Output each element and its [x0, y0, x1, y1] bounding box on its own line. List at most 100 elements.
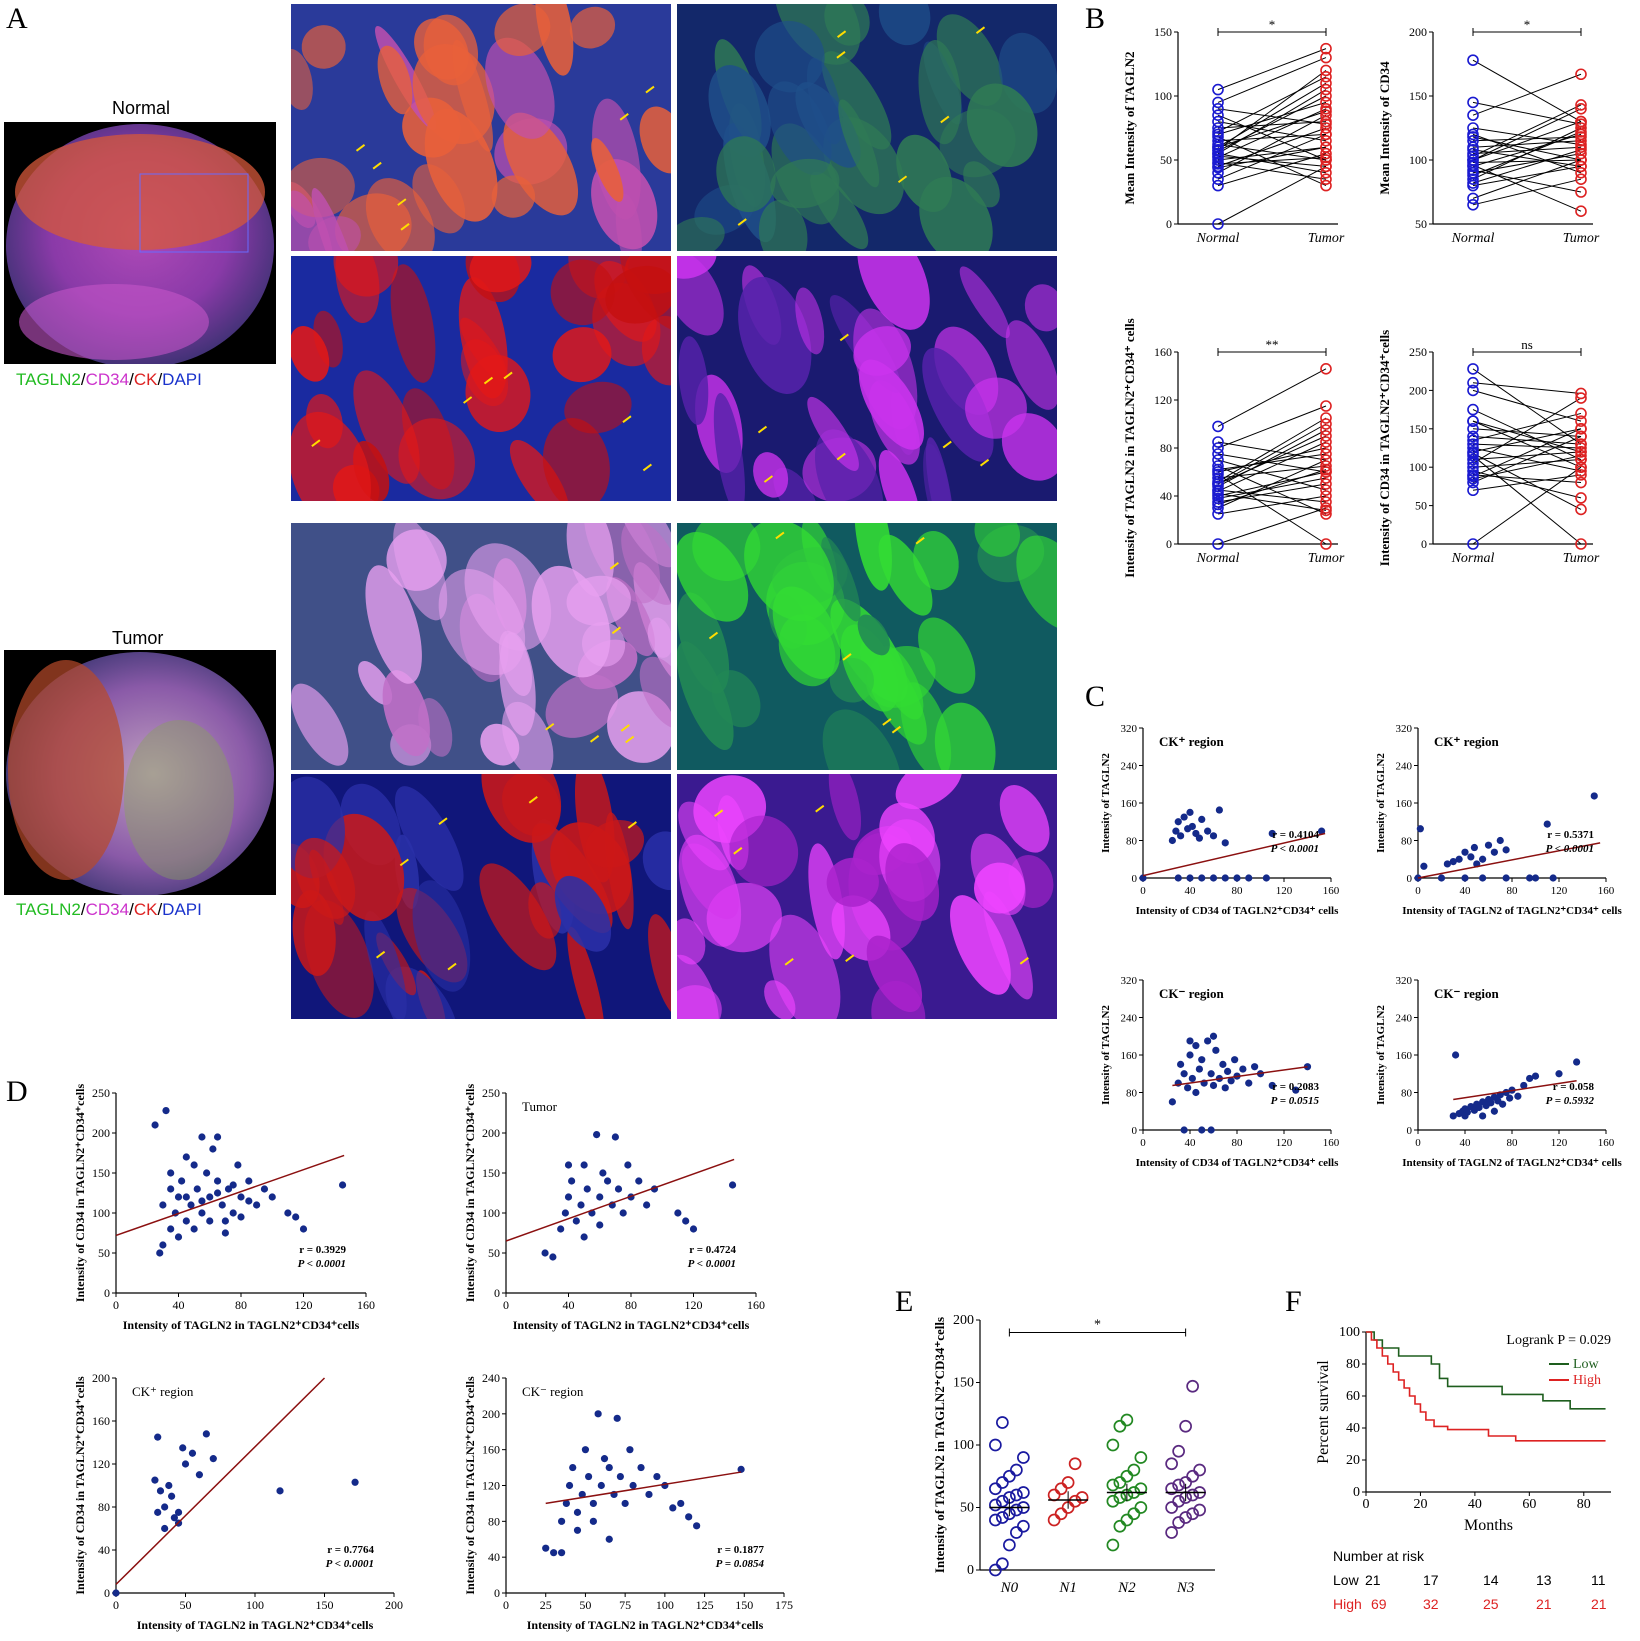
- scatter-point: [1198, 815, 1206, 824]
- group-point: [1120, 1413, 1134, 1427]
- group-point: [1113, 1519, 1127, 1533]
- y-axis-label: Intensity of CD34 in TAGLN2⁺CD34⁺cells: [73, 1084, 87, 1303]
- y-tick-label: 150: [482, 1166, 500, 1180]
- chart-title: CK⁻ region: [1159, 986, 1225, 1001]
- tumor-point: [1575, 430, 1587, 443]
- group-point: [1106, 1538, 1120, 1552]
- scatter-point: [174, 1508, 183, 1516]
- tissue-gland: [678, 336, 709, 425]
- tumor-point: [1575, 167, 1587, 179]
- tissue-gland: [713, 393, 745, 501]
- panel-letter-c: C: [1085, 680, 1106, 713]
- y-tick-label: 120: [1154, 393, 1172, 407]
- arrow-marker: [836, 452, 846, 461]
- tissue-gland: [394, 786, 464, 891]
- scatter-point: [182, 1193, 190, 1201]
- scatter-point: [193, 1185, 201, 1193]
- y-tick-label: 120: [92, 1457, 110, 1471]
- group-point: [1165, 1501, 1178, 1514]
- tissue-gland: [677, 256, 724, 336]
- pair-line: [1217, 89, 1327, 155]
- normal-point: [1212, 83, 1224, 96]
- y-tick-label: 150: [1154, 25, 1172, 39]
- group-point: [1179, 1511, 1192, 1524]
- category-label: Tumor: [1563, 551, 1600, 566]
- tissue-gland: [591, 137, 624, 202]
- tissue-gland: [738, 276, 812, 394]
- scatter-point: [167, 1169, 175, 1177]
- tissue-gland: [585, 819, 645, 868]
- y-tick-label: 80: [1401, 1088, 1413, 1100]
- x-tick-label: 80: [625, 1298, 637, 1312]
- scatter-point: [1470, 843, 1478, 852]
- y-tick-label: 80: [1160, 441, 1172, 455]
- tumor-point: [1575, 442, 1587, 454]
- tissue-gland: [838, 99, 880, 188]
- pair-line: [1217, 95, 1327, 152]
- scatter-point: [174, 1233, 183, 1241]
- scatter-point: [213, 1189, 222, 1197]
- tissue-gland: [677, 918, 706, 965]
- arrow-marker: [627, 821, 637, 829]
- stain-tagln2: TAGLN2: [16, 370, 81, 389]
- tissue-gland: [291, 49, 313, 110]
- group-point: [1120, 1469, 1134, 1483]
- tissue-gland: [641, 315, 671, 386]
- stain-dapi: DAPI: [162, 900, 202, 919]
- tissue-gland: [824, 4, 870, 46]
- tissue-gland: [923, 443, 952, 501]
- scatter-point: [1479, 874, 1487, 882]
- normal-cd34-tile: [677, 256, 1057, 501]
- pair-line: [1217, 489, 1327, 503]
- scatter-point: [1514, 1092, 1522, 1100]
- pair-line: [1217, 473, 1327, 545]
- pair-line: [1217, 477, 1327, 499]
- x-tick-label: 160: [747, 1298, 765, 1312]
- chart-title: CK⁻ region: [522, 1384, 584, 1399]
- stain-sep: /: [157, 900, 163, 919]
- scatter-point: [1484, 841, 1493, 849]
- y-tick-label: 240: [482, 1371, 500, 1385]
- tumor-point: [1320, 430, 1332, 442]
- y-tick-label: 50: [1415, 217, 1427, 231]
- tumor-point: [1575, 99, 1587, 111]
- pair-line: [1472, 470, 1582, 499]
- tissue-gland: [871, 980, 926, 1019]
- y-axis-label: Intensity of TAGLN2: [1375, 753, 1387, 853]
- arrow-marker: [528, 795, 538, 804]
- scatter-point: [1506, 1094, 1514, 1102]
- r-value: r = 0.3929: [299, 1244, 346, 1256]
- arrow-marker: [714, 809, 724, 818]
- chart-c3: 0 80 160 240 320 0 40 80 120 160 CK⁻ region r = 0.2…: [1095, 972, 1355, 1182]
- pair-line: [1217, 57, 1327, 103]
- x-tick-label: 160: [1323, 1137, 1340, 1149]
- tumor-point: [1575, 438, 1587, 450]
- scatter-point: [1479, 855, 1487, 863]
- pair-line: [1472, 73, 1582, 116]
- r-value: r = 0.4104: [1272, 829, 1319, 841]
- scatter-point: [1212, 1046, 1220, 1054]
- y-tick-label: 200: [482, 1126, 500, 1140]
- arrow-marker: [619, 112, 629, 121]
- scatter-point: [541, 1249, 549, 1257]
- scatter-point: [1543, 820, 1551, 828]
- normal-point: [1467, 143, 1479, 156]
- x-tick-label: 0: [503, 1598, 509, 1612]
- chart-b3: 0 40 80 120 160 Normal Tumor ** Intensity of TAG…: [1120, 318, 1370, 595]
- arrow-marker: [1019, 957, 1029, 965]
- scatter-point: [1479, 1112, 1487, 1120]
- chart-title: CK⁻ region: [1434, 986, 1500, 1001]
- x-tick-label: 150: [735, 1598, 753, 1612]
- normal-point: [1467, 447, 1479, 460]
- tissue-gland: [291, 326, 330, 382]
- tumor-stain-legend: TAGLN2/CD34/CK/DAPI: [16, 900, 202, 920]
- y-tick-label: 40: [98, 1543, 110, 1557]
- y-tick-label: 160: [1154, 345, 1172, 359]
- tumor-point: [1320, 70, 1332, 83]
- x-tick-label: 40: [1460, 1137, 1472, 1149]
- tumor-point: [1320, 436, 1332, 448]
- normal-point: [1212, 448, 1224, 460]
- arrow-marker: [839, 333, 849, 342]
- tissue-gland: [936, 14, 1003, 106]
- pair-line: [1472, 136, 1582, 161]
